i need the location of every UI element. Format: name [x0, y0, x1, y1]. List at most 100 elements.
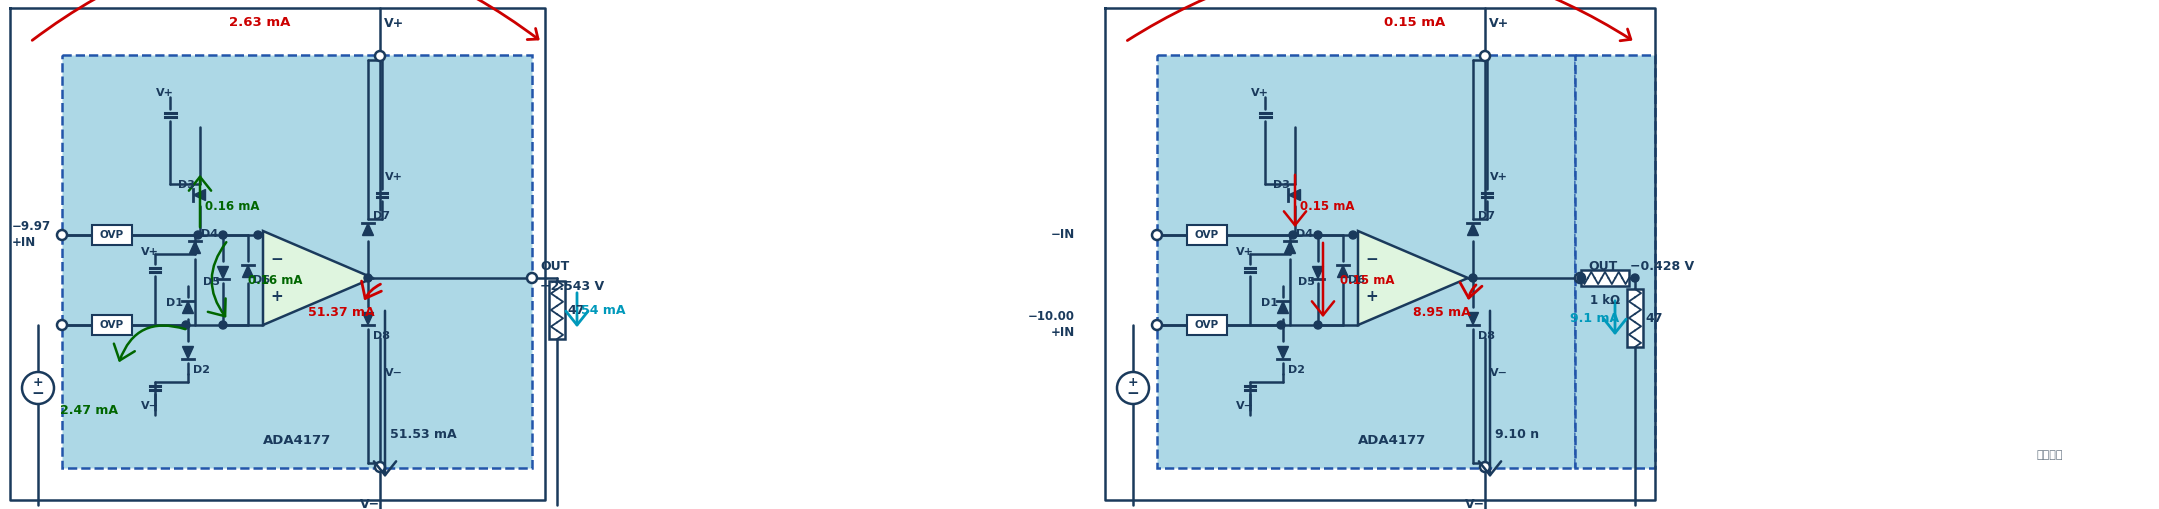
Circle shape — [22, 372, 54, 404]
Polygon shape — [363, 223, 374, 236]
Text: V−: V− — [384, 368, 404, 378]
Circle shape — [1481, 462, 1490, 472]
Text: V−: V− — [1490, 368, 1507, 378]
Circle shape — [1153, 320, 1162, 330]
Polygon shape — [1313, 267, 1323, 278]
Text: −: − — [1127, 386, 1140, 402]
Text: D5: D5 — [1298, 277, 1315, 287]
FancyBboxPatch shape — [93, 225, 132, 245]
Bar — [548, 281, 566, 339]
Polygon shape — [1278, 301, 1289, 314]
Circle shape — [1276, 321, 1285, 329]
Text: 0.16 mA: 0.16 mA — [248, 273, 302, 287]
Text: OVP: OVP — [99, 230, 123, 240]
Text: V−: V− — [361, 498, 380, 509]
Text: D3: D3 — [177, 180, 194, 190]
Text: D7: D7 — [1479, 211, 1494, 221]
Text: V+: V+ — [140, 247, 160, 257]
Text: 0.15 mA: 0.15 mA — [1300, 201, 1354, 213]
Circle shape — [1116, 372, 1149, 404]
Text: +: + — [270, 289, 283, 304]
Text: 0.16 mA: 0.16 mA — [205, 201, 259, 213]
Text: 54 mA: 54 mA — [581, 303, 626, 317]
Text: 51.53 mA: 51.53 mA — [391, 429, 456, 441]
Text: 2.47 mA: 2.47 mA — [60, 404, 119, 416]
Text: D2: D2 — [1289, 365, 1304, 375]
Text: D8: D8 — [1479, 331, 1494, 341]
Text: D8: D8 — [374, 331, 391, 341]
Text: 0.15 mA: 0.15 mA — [1384, 15, 1447, 29]
Text: −IN: −IN — [1051, 229, 1075, 241]
Text: D1: D1 — [166, 298, 184, 308]
FancyBboxPatch shape — [1187, 315, 1226, 335]
Circle shape — [376, 51, 384, 61]
Circle shape — [1468, 274, 1477, 282]
Polygon shape — [1468, 313, 1479, 325]
Circle shape — [365, 274, 371, 282]
Polygon shape — [242, 265, 253, 277]
Text: 9.10 n: 9.10 n — [1494, 429, 1539, 441]
Circle shape — [218, 231, 227, 239]
Text: 贸泽电子: 贸泽电子 — [2036, 450, 2064, 460]
Circle shape — [1289, 231, 1298, 239]
Text: +: + — [1367, 289, 1377, 304]
Text: −2.543 V: −2.543 V — [540, 279, 605, 293]
Text: ADA4177: ADA4177 — [263, 434, 330, 446]
Text: 9.1 mA: 9.1 mA — [1570, 312, 1619, 325]
Text: D7: D7 — [374, 211, 391, 221]
Text: +: + — [32, 377, 43, 389]
Polygon shape — [1285, 241, 1295, 253]
Polygon shape — [363, 313, 374, 325]
Circle shape — [1315, 321, 1321, 329]
Text: OVP: OVP — [1194, 230, 1220, 240]
Text: D6: D6 — [1347, 275, 1364, 285]
Polygon shape — [184, 347, 194, 359]
Circle shape — [56, 320, 67, 330]
Text: V+: V+ — [1250, 88, 1269, 98]
Polygon shape — [190, 241, 201, 253]
Text: −0.428 V: −0.428 V — [1630, 260, 1695, 272]
Circle shape — [1481, 51, 1490, 61]
FancyBboxPatch shape — [1157, 55, 1576, 468]
Polygon shape — [1336, 265, 1349, 277]
Text: +IN: +IN — [13, 237, 37, 249]
Circle shape — [1153, 230, 1162, 240]
Circle shape — [1349, 231, 1358, 239]
Polygon shape — [184, 301, 194, 314]
FancyBboxPatch shape — [1187, 225, 1226, 245]
Text: 47: 47 — [568, 303, 585, 317]
Text: D6: D6 — [253, 275, 270, 285]
Text: 1 kΩ: 1 kΩ — [1589, 294, 1619, 306]
Text: D3: D3 — [1274, 180, 1289, 190]
Text: V+: V+ — [384, 16, 404, 30]
Circle shape — [1630, 274, 1639, 282]
Text: OUT: OUT — [1589, 260, 1617, 272]
Polygon shape — [1289, 189, 1300, 201]
Text: V−: V− — [140, 401, 160, 411]
Text: ADA4177: ADA4177 — [1358, 434, 1427, 446]
Circle shape — [1315, 231, 1321, 239]
Text: 8.95 mA: 8.95 mA — [1412, 306, 1470, 320]
Polygon shape — [1468, 223, 1479, 236]
Text: V−: V− — [1466, 498, 1485, 509]
Text: OUT: OUT — [540, 260, 570, 272]
Text: D4: D4 — [1295, 229, 1313, 239]
Text: V+: V+ — [1490, 16, 1509, 30]
Text: +IN: +IN — [1051, 326, 1075, 340]
Text: −10.00: −10.00 — [1028, 310, 1075, 324]
Circle shape — [194, 231, 203, 239]
Polygon shape — [194, 189, 205, 201]
Circle shape — [181, 321, 190, 329]
Text: V+: V+ — [384, 172, 404, 182]
Circle shape — [527, 273, 538, 283]
Text: D4: D4 — [201, 229, 218, 239]
Text: D1: D1 — [1261, 298, 1278, 308]
Text: OVP: OVP — [99, 320, 123, 330]
Text: 47: 47 — [1645, 312, 1662, 325]
Polygon shape — [1358, 231, 1468, 325]
Circle shape — [255, 231, 261, 239]
Text: V−: V− — [1235, 401, 1254, 411]
Text: −9.97: −9.97 — [13, 220, 52, 234]
Text: D2: D2 — [192, 365, 209, 375]
Bar — [1580, 270, 1630, 286]
